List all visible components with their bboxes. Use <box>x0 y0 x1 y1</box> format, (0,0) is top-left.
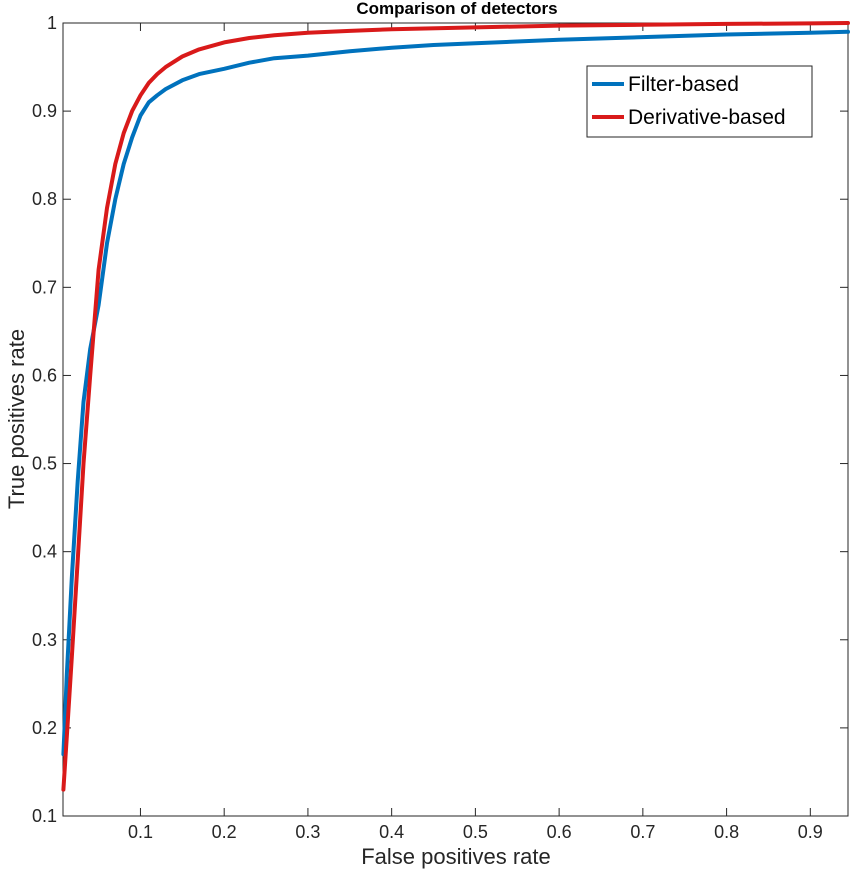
legend-label-filter-based: Filter-based <box>628 73 739 96</box>
y-axis-label: True positives rate <box>4 329 29 509</box>
plot-area <box>62 22 849 817</box>
x-tick-label: 0.8 <box>714 822 739 842</box>
y-tick-label: 0.6 <box>32 365 57 385</box>
x-tick-label: 0.4 <box>379 822 404 842</box>
y-tick-label: 0.2 <box>32 718 57 738</box>
chart-title: Comparison of detectors <box>356 0 557 18</box>
x-tick-label: 0.9 <box>798 822 823 842</box>
y-tick-label: 0.5 <box>32 454 57 474</box>
legend: Filter-based Derivative-based <box>586 65 813 138</box>
legend-box <box>586 65 813 138</box>
x-tick-label: 0.3 <box>295 822 320 842</box>
x-tick-label: 0.7 <box>630 822 655 842</box>
x-tick-label: 0.6 <box>547 822 572 842</box>
series-line-derivative-based <box>61 21 850 792</box>
y-tick-label: 0.4 <box>32 542 57 562</box>
y-tick-label: 0.8 <box>32 189 57 209</box>
y-tick-label: 1 <box>47 13 57 33</box>
series-lines <box>61 21 850 792</box>
y-tick-label: 0.1 <box>32 806 57 826</box>
y-tick-label: 0.9 <box>32 101 57 121</box>
y-tick-label: 0.7 <box>32 277 57 297</box>
y-tick-label: 0.3 <box>32 630 57 650</box>
x-tick-label: 0.5 <box>463 822 488 842</box>
axis-ticks: 0.1 0.2 0.3 0.4 0.5 0.6 0.7 0.8 0.9 0.1 0.2 0.3 0.4 0… <box>32 13 848 842</box>
legend-label-derivative-based: Derivative-based <box>628 106 786 129</box>
series-line-filter-based <box>61 29 850 757</box>
x-tick-label: 0.1 <box>128 822 153 842</box>
x-axis-label: False positives rate <box>361 844 551 869</box>
x-tick-label: 0.2 <box>212 822 237 842</box>
